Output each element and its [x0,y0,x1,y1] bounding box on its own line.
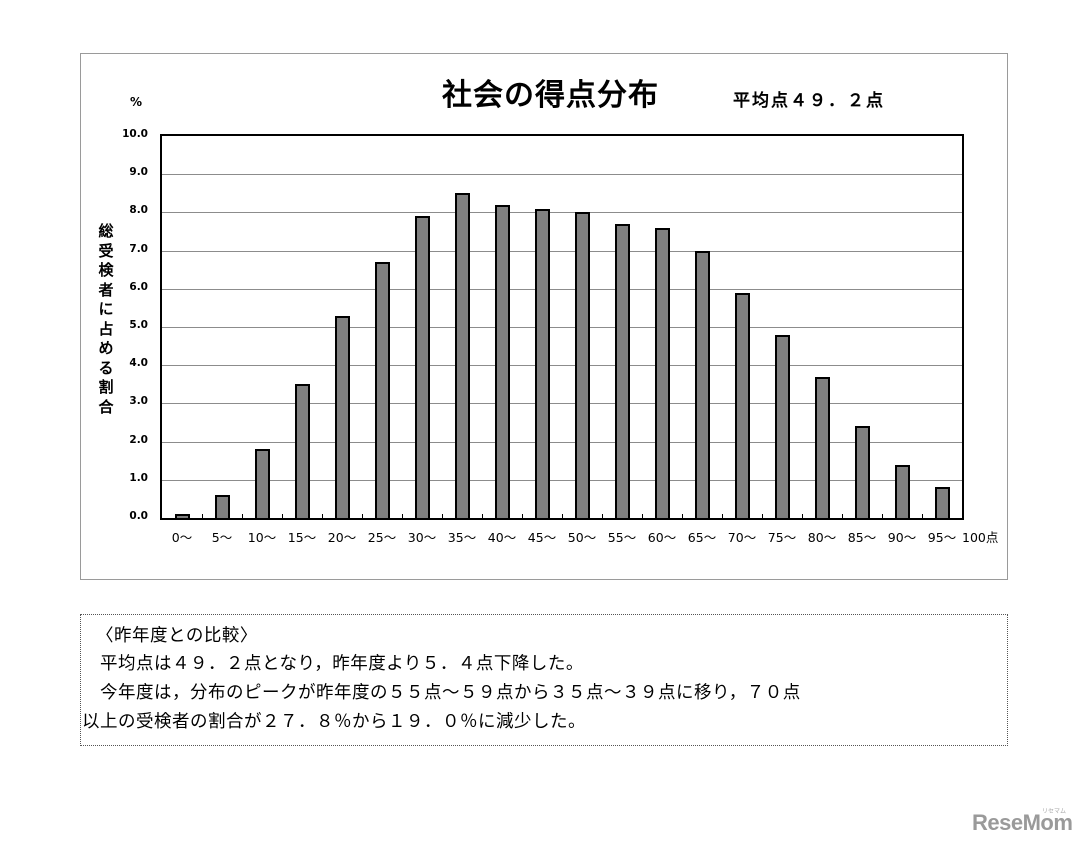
gridline [162,288,962,290]
x-tick-mark [522,514,523,518]
x-tick-label: 75～ [767,530,797,545]
gridline [162,212,962,214]
gridline [162,441,962,443]
bar-18 [894,464,910,518]
bar-0 [174,514,190,518]
x-tick-label: 70～ [727,530,757,545]
y-tick-label: 8.0 [129,204,148,217]
resemom-logo: ReseMom [972,810,1073,835]
x-tick-mark [482,514,483,518]
x-tick-label: 25～ [367,530,397,545]
bar-7 [454,193,470,518]
note-heading: 〈昨年度との比較〉 [96,626,258,646]
x-tick-mark [682,514,683,518]
x-tick-mark [642,514,643,518]
x-tick-mark [762,514,763,518]
y-tick-label: 5.0 [129,319,148,331]
x-tick-mark [282,514,283,518]
x-tick-label: 85～ [847,530,877,545]
x-tick-label: 30～ [407,530,437,545]
gridline [162,365,962,367]
bar-16 [814,376,830,518]
x-tick-label: 80～ [807,530,837,545]
x-tick-label: 65～ [687,530,717,545]
note-line-3: 以上の受検者の割合が２７．８％から１９．０％に減少した。 [82,712,586,732]
x-tick-mark [802,514,803,518]
x-tick-mark [882,514,883,518]
y-tick-label: 3.0 [129,395,148,408]
chart-subtitle-average: 平均点４９．２点 [733,91,885,111]
x-tick-label: 55～ [607,530,637,545]
bar-6 [414,216,430,518]
bar-2 [254,449,270,518]
bar-3 [294,384,310,518]
x-tick-label: 90～ [887,530,917,545]
y-unit-label: % [130,95,143,109]
bar-1 [214,495,230,518]
x-tick-label: 45～ [527,530,557,545]
y-tick-label: 9.0 [129,166,148,179]
x-tick-label: 60～ [647,530,677,545]
y-axis-label: 総受検者に占める割合 [98,222,114,416]
bar-15 [774,334,790,518]
x-tick-mark [602,514,603,518]
chart-title: 社会の得点分布 [442,78,659,113]
resemom-logo-sub: リセマム [1042,808,1067,815]
y-tick-label: 1.0 [129,471,148,484]
bar-4 [334,315,350,518]
bar-13 [694,250,710,518]
x-tick-mark [202,514,203,518]
x-tick-mark [722,514,723,518]
x-tick-mark [242,514,243,518]
y-tick-label: 7.0 [129,242,148,255]
gridline [162,250,962,252]
x-tick-label: 35～ [447,530,477,545]
x-tick-label: 5～ [211,530,233,545]
y-tick-label: 10.0 [122,128,148,140]
note-line-1: 平均点は４９．２点となり，昨年度より５．４点下降した。 [82,654,584,674]
y-tick-label: 6.0 [129,280,148,293]
bar-5 [374,262,390,518]
x-tick-mark [842,514,843,518]
x-tick-label: 15～ [287,530,317,545]
x-tick-label: 95～ [927,530,957,545]
plot-area [160,134,964,520]
x-tick-mark [922,514,923,518]
gridline [162,403,962,405]
x-tick-mark [402,514,403,518]
x-tick-label: 10～ [247,530,277,545]
bar-9 [534,208,550,518]
gridline [162,479,962,481]
x-tick-label: 20～ [327,530,357,545]
x-tick-label: 50～ [567,530,597,545]
x-tick-mark [322,514,323,518]
bar-8 [494,204,510,518]
gridline [162,327,962,328]
bar-12 [654,227,670,518]
bar-19 [934,487,950,518]
comparison-note-box [80,614,1008,746]
bar-17 [854,426,870,518]
x-axis-end-label: 100点 [962,530,999,545]
x-tick-mark [442,514,443,518]
x-tick-mark [562,514,563,518]
y-tick-label: 2.0 [129,433,148,446]
bar-10 [574,212,590,518]
bar-11 [614,223,630,518]
x-tick-label: 40～ [487,530,517,545]
y-tick-label: 0.0 [129,510,148,522]
x-tick-mark [362,514,363,518]
note-line-2: 今年度は，分布のピークが昨年度の５５点～５９点から３５点～３９点に移り，７０点 [82,683,801,703]
gridline [162,174,962,176]
bar-14 [734,292,750,518]
y-tick-label: 4.0 [129,357,148,370]
x-tick-label: 0～ [171,530,193,545]
